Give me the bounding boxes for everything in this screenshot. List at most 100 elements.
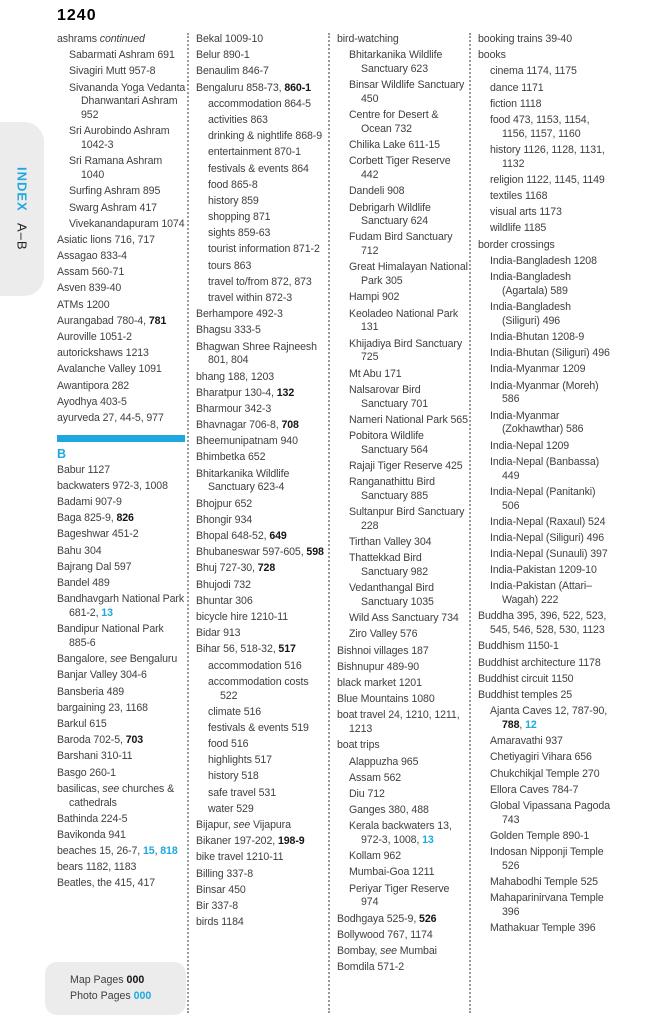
entry-text: Bijapur,	[196, 819, 234, 832]
index-entry: festivals & events 519	[196, 722, 328, 736]
index-entry: birds 1184	[196, 916, 328, 930]
index-entry: Mahabodhi Temple 525	[478, 876, 610, 890]
index-entry: Bidar 913	[196, 627, 328, 641]
entry-text: Diu 712	[349, 787, 385, 800]
index-entry: Buddha 395, 396, 522, 523, 545, 546, 528…	[478, 610, 610, 638]
map-pages-label: Map Pages	[70, 974, 127, 986]
entry-text: Periyar Tiger Reserve 974	[349, 882, 450, 909]
index-entry: Billing 337-8	[196, 868, 328, 882]
entry-text: backwaters 972-3, 1008	[57, 479, 168, 492]
index-entry: Fudam Bird Sanctuary 712	[337, 231, 469, 259]
index-entry: accommodation 516	[196, 660, 328, 674]
index-entry: basilicas, see churches & cathedrals	[57, 783, 187, 811]
entry-text: Bhubaneswar 597-605,	[196, 546, 307, 559]
entry-text: Bhuntar 306	[196, 594, 253, 607]
entry-text: Ellora Caves 784-7	[490, 783, 579, 796]
entry-text: Chetiyagiri Vihara 656	[490, 751, 592, 764]
index-entry: ATMs 1200	[57, 299, 187, 313]
entry-text: Bidar 913	[196, 627, 241, 640]
photo-pages-legend: Photo Pages 000	[70, 988, 186, 1004]
index-entry: Centre for Desert & Ocean 732	[337, 109, 469, 137]
entry-text: Buddha 395, 396, 522, 523, 545, 546, 528…	[478, 610, 607, 637]
index-entry: Bathinda 224-5	[57, 813, 187, 827]
entry-text: India-Pakistan 1209-10	[490, 564, 597, 577]
index-entry: Tirthan Valley 304	[337, 536, 469, 550]
index-entry: Thattekkad Bird Sanctuary 982	[337, 552, 469, 580]
entry-text: ATMs 1200	[57, 298, 110, 311]
index-entry: India-Myanmar (Moreh) 586	[478, 380, 610, 408]
entry-text: booking trains 39-40	[478, 33, 572, 45]
index-entry: travel to/from 872, 873	[196, 276, 328, 290]
entry-text: shopping 871	[208, 211, 271, 224]
index-column-2: Bekal 1009-10 Belur 890-1 Benaulim 846-7 Be…	[187, 33, 328, 1013]
index-entry: Auroville 1051-2	[57, 331, 187, 345]
entry-text: India-Myanmar (Moreh) 586	[490, 379, 599, 406]
index-entry: entertainment 870-1	[196, 146, 328, 160]
entry-text: Bengaluru	[126, 653, 178, 666]
entry-text: Chilika Lake 611-15	[349, 139, 440, 152]
entry-text: Barkul 615	[57, 717, 107, 730]
entry-text: fiction 1118	[490, 97, 542, 110]
index-entry: Bharmour 342-3	[196, 403, 328, 417]
entry-text: accommodation 864-5	[208, 97, 311, 110]
entry-text: dance 1171	[490, 81, 544, 94]
entry-text: Assam 562	[349, 771, 402, 784]
entry-text: bicycle hire 1210-11	[196, 610, 289, 623]
index-entry: history 859	[196, 195, 328, 209]
index-entry: tourist information 871-2	[196, 243, 328, 257]
entry-text: Aurangabad 780-4,	[57, 314, 149, 327]
index-entry: bhang 188, 1203	[196, 371, 328, 385]
index-entry: Blue Mountains 1080	[337, 693, 469, 707]
index-entry: Awantipora 282	[57, 380, 187, 394]
index-entry: Assam 560-71	[57, 266, 187, 280]
entry-text: Billing 337-8	[196, 867, 254, 880]
entry-text: Bandipur National Park 885-6	[57, 623, 164, 650]
index-entry: food 516	[196, 738, 328, 752]
index-entry: Badami 907-9	[57, 496, 187, 510]
index-entry: Bomdila 571-2	[337, 961, 469, 975]
index-entry: India-Nepal (Sunauli) 397	[478, 548, 610, 562]
index-entry: ashrams continued	[57, 33, 187, 47]
entry-text: Bheemunipatnam 940	[196, 435, 298, 448]
entry-text: Debrigarh Wildlife Sanctuary 624	[349, 201, 431, 228]
entry-text: border crossings	[478, 238, 555, 251]
entry-text: Dandeli 908	[349, 185, 405, 198]
index-entry: Bandipur National Park 885-6	[57, 623, 187, 651]
entry-text: Mahabodhi Temple 525	[490, 876, 598, 889]
photo-pages-label: Photo Pages	[70, 990, 134, 1002]
index-entry: Sultanpur Bird Sanctuary 228	[337, 506, 469, 534]
index-entry: Ziro Valley 576	[337, 628, 469, 642]
index-column-4: booking trains 39-40 books cinema 1174, 11…	[469, 33, 610, 1013]
entry-text: activities 863	[208, 113, 268, 126]
index-entry: Bandel 489	[57, 577, 187, 591]
entry-text: Baroda 702-5,	[57, 734, 126, 747]
entry-text: Bandhavgarh National Park 681-2,	[57, 593, 185, 620]
index-entry: Nalsarovar Bird Sanctuary 701	[337, 384, 469, 412]
entry-text: Kerala backwaters 13, 972-3, 1008,	[349, 820, 452, 847]
index-entry: Bangalore, see Bengaluru	[57, 653, 187, 667]
index-entry: Basgo 260-1	[57, 767, 187, 781]
index-entry: Sri Ramana Ashram 1040	[57, 155, 187, 183]
index-entry: Assagao 833-4	[57, 250, 187, 264]
entry-text: India-Nepal (Banbassa) 449	[490, 455, 600, 482]
entry-text: India-Bangladesh 1208	[490, 254, 597, 267]
index-entry: Benaulim 846-7	[196, 65, 328, 79]
index-entry: Bekal 1009-10	[196, 33, 328, 47]
index-entry: accommodation 864-5	[196, 98, 328, 112]
index-entry: backwaters 972-3, 1008	[57, 480, 187, 494]
entry-text: Bhavnagar 706-8,	[196, 419, 282, 432]
index-entry: Buddhism 1150-1	[478, 640, 610, 654]
index-entry: Bishnupur 489-90	[337, 661, 469, 675]
index-entry: Indosan Nipponji Temple 526	[478, 846, 610, 874]
index-entry: Sabarmati Ashram 691	[57, 49, 187, 63]
index-entry: highlights 517	[196, 754, 328, 768]
entry-text: bike travel 1210-11	[196, 851, 284, 864]
index-entry: Beatles, the 415, 417	[57, 877, 187, 891]
entry-text: Bengaluru 858-73,	[196, 81, 285, 94]
entry-text: India-Nepal (Sunauli) 397	[490, 548, 608, 561]
entry-text: Bahu 304	[57, 544, 102, 557]
entry-text: ayurveda 27, 44-5, 977	[57, 411, 164, 424]
entry-text: India-Nepal 1209	[490, 439, 570, 452]
index-entry: Corbett Tiger Reserve 442	[337, 155, 469, 183]
index-entry: Pobitora Wildlife Sanctuary 564	[337, 430, 469, 458]
